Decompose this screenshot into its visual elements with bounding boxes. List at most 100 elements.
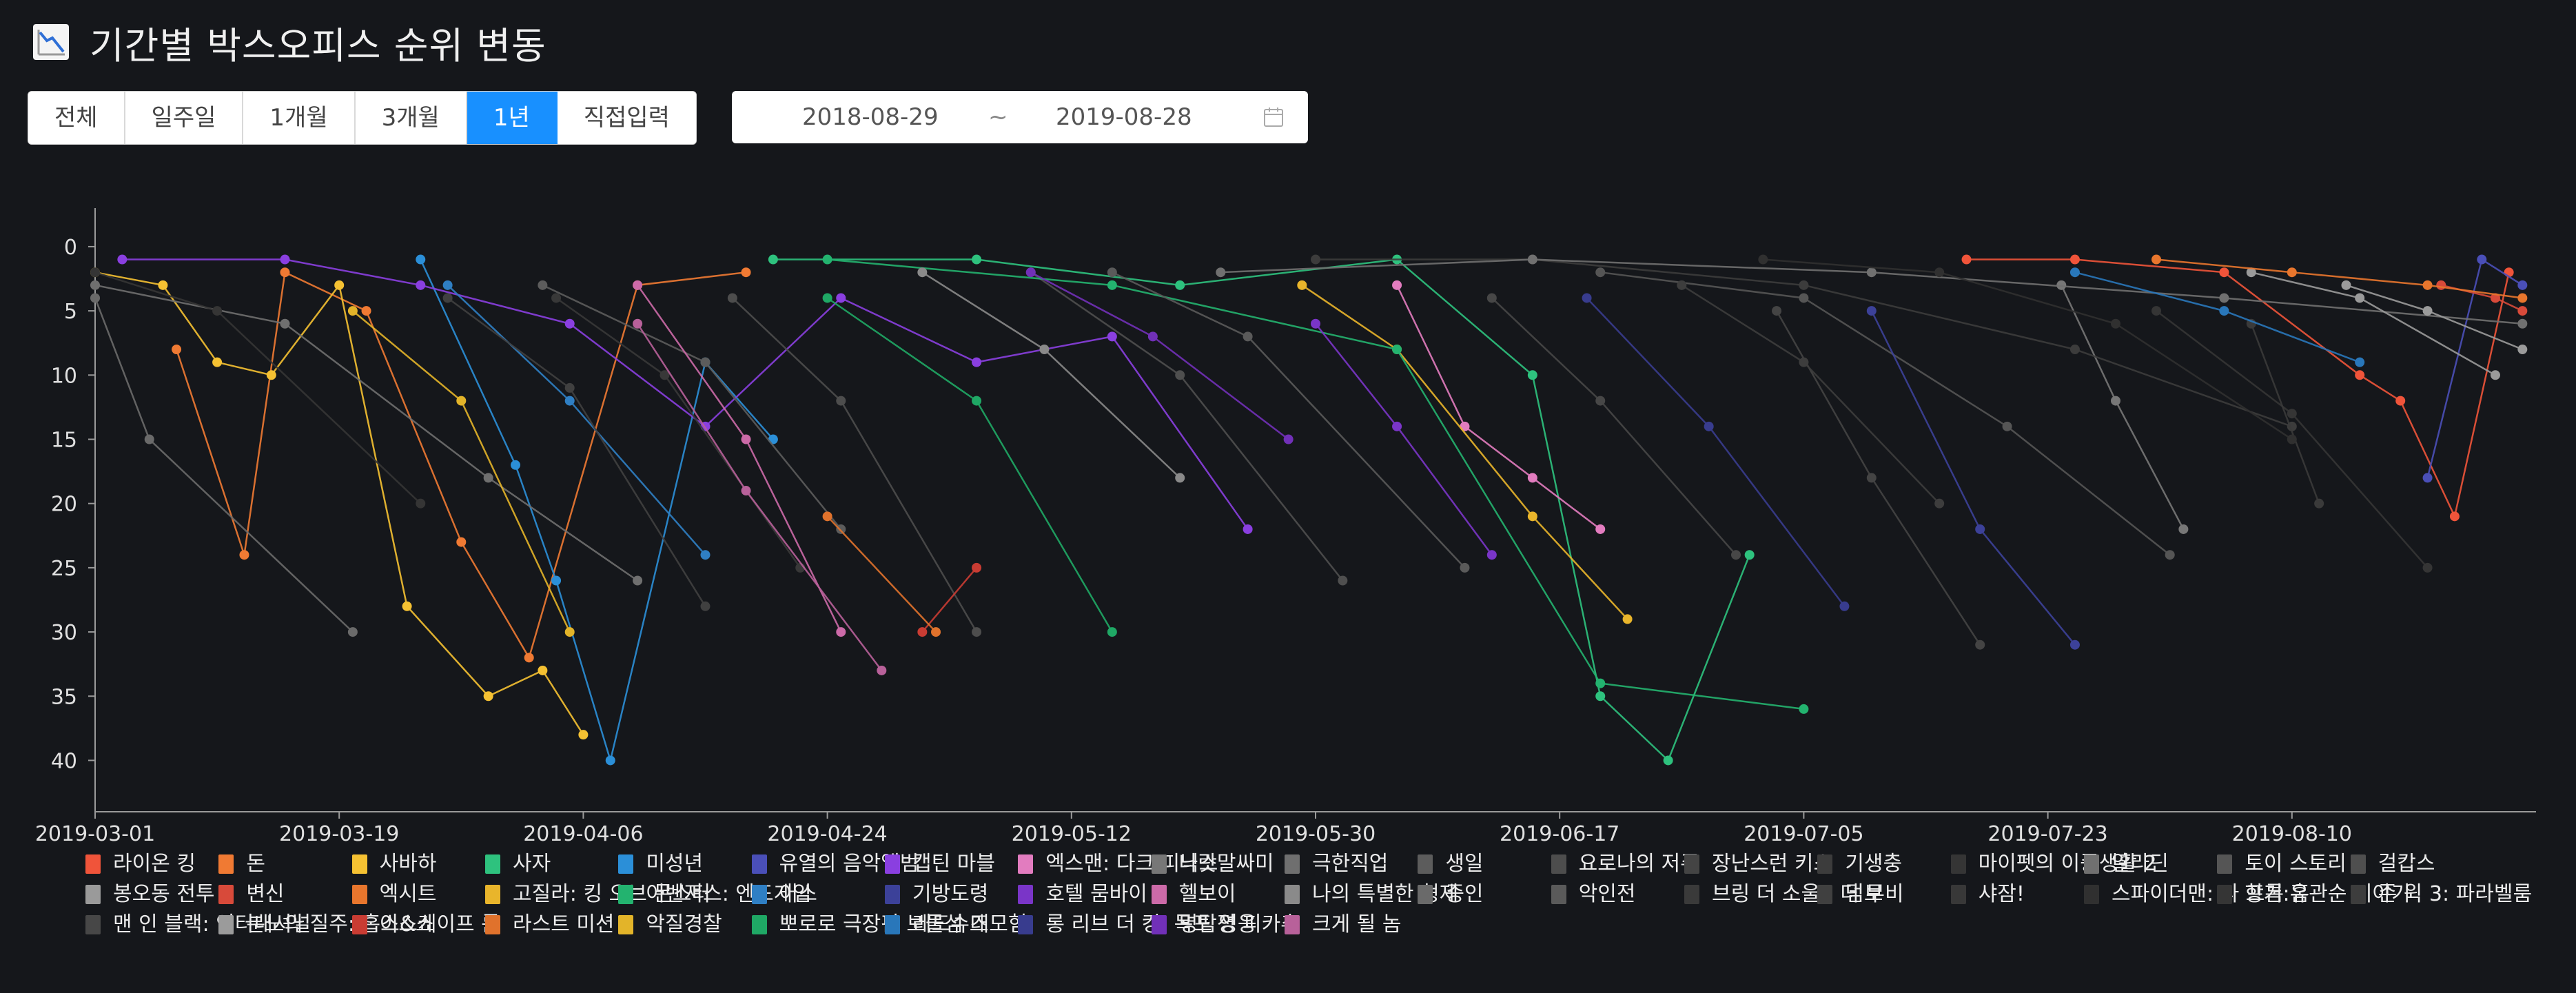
data-point [2477, 254, 2487, 265]
legend-item[interactable]: 나의 특별한 형제 [1285, 882, 1458, 907]
series-line [1681, 284, 1941, 504]
legend-label: 어벤져스: 엔드게임 [646, 882, 812, 906]
tab-1year[interactable]: 1년 [467, 92, 558, 144]
legend-item[interactable]: 어벤져스: 엔드게임 [618, 882, 812, 907]
legend-item[interactable]: 뽀로로 극장판 보물섬 대모험 [751, 912, 1027, 937]
legend-swatch [885, 854, 900, 874]
legend-item[interactable]: 악인전 [1551, 882, 1635, 907]
legend-item[interactable]: 덤보 [1817, 882, 1883, 907]
legend-item[interactable]: 엑시트 [351, 882, 436, 907]
legend-item[interactable]: 걸캅스 [2350, 852, 2435, 877]
legend-item[interactable]: 요로나의 저주 [1551, 852, 1699, 877]
legend-item[interactable]: 엑스맨: 다크 피닉스 [1018, 852, 1218, 877]
data-point [578, 730, 589, 740]
legend-swatch [751, 915, 767, 934]
data-point [2151, 254, 2162, 265]
x-tick-label: 2019-06-17 [1500, 822, 1619, 846]
data-point [172, 345, 182, 355]
legend-item[interactable]: 헬보이 [1151, 882, 1236, 907]
legend-item[interactable]: 기방도령 [885, 882, 988, 907]
legend-label: 마이펫의 이중생활 2 [1978, 852, 2157, 876]
legend-swatch [85, 915, 101, 934]
series-line [826, 515, 937, 633]
legend-swatch [1817, 854, 1833, 874]
legend-label: 분노의 질주: 홉스&쇼 [246, 912, 435, 936]
legend-label: 미성년 [646, 852, 704, 876]
data-point [2490, 370, 2500, 380]
legend-item[interactable]: 악질경찰 [618, 912, 722, 937]
legend-item[interactable]: 존 윅 3: 파라벨룸 [2350, 882, 2532, 907]
calendar-icon[interactable] [1263, 106, 1285, 128]
tab-3month[interactable]: 3개월 [355, 92, 467, 144]
series-line [921, 567, 978, 633]
legend-item[interactable]: 라스트 미션 [485, 912, 615, 937]
data-point [836, 524, 846, 534]
legend-item[interactable]: 캡틴 마블 [885, 852, 995, 877]
legend-swatch [1684, 885, 1699, 904]
legend-item[interactable]: 미성년 [618, 852, 703, 877]
legend-item[interactable]: 알라딘 [2084, 852, 2169, 877]
legend-item[interactable]: 마이펫의 이중생활 2 [1950, 852, 2157, 877]
end-date-input[interactable]: 2019-08-28 [1056, 103, 1192, 131]
data-point [483, 691, 493, 702]
legend-item[interactable]: 기생충 [1817, 852, 1902, 877]
legend-label: 크게 될 놈 [1312, 912, 1402, 936]
legend-item[interactable]: 돈 [218, 852, 265, 877]
data-point [2287, 409, 2297, 419]
tab-week[interactable]: 일주일 [125, 92, 244, 144]
legend-item[interactable]: 크게 될 놈 [1285, 912, 1401, 937]
legend-item[interactable]: 스파이더맨: 파 프롬 홈 [2084, 882, 2309, 907]
legend-item[interactable]: 이스케이프 룸 [351, 912, 500, 937]
data-point [2110, 318, 2120, 329]
legend-item[interactable]: 극한직업 [1285, 852, 1388, 877]
legend-item[interactable]: 호텔 뭄바이 [1018, 882, 1147, 907]
legend-item[interactable]: 라이온 킹 [85, 852, 196, 877]
series-line [1396, 285, 1601, 530]
legend-item[interactable]: 분노의 질주: 홉스&쇼 [218, 912, 435, 937]
legend-item[interactable]: 어스 [751, 882, 817, 907]
date-range-picker[interactable]: 2018-08-29 ~ 2019-08-28 [732, 91, 1308, 143]
legend-item[interactable]: 증인 [1418, 882, 1484, 907]
tab-all[interactable]: 전체 [28, 92, 125, 144]
legend-swatch [218, 885, 234, 904]
legend-item[interactable]: 생일 [1418, 852, 1484, 877]
legend-label: 증인 [1445, 882, 1484, 906]
legend-swatch [1151, 854, 1167, 874]
x-tick-label: 2019-03-19 [279, 822, 399, 846]
legend-swatch [1418, 885, 1433, 904]
legend-item[interactable]: 사자 [485, 852, 551, 877]
series-line [122, 258, 1249, 530]
legend-item[interactable]: 장난스런 키스 [1684, 852, 1832, 877]
data-point [416, 254, 426, 265]
tab-custom[interactable]: 직접입력 [557, 92, 696, 144]
legend-swatch [885, 885, 900, 904]
legend-item[interactable]: 롱 리브 더 킹: 목포 영웅 [1018, 912, 1257, 937]
data-point [1799, 704, 1809, 714]
data-point [117, 254, 127, 265]
legend-label: 명탐정 피카츄 [1178, 912, 1300, 936]
tab-1month[interactable]: 1개월 [243, 92, 356, 144]
x-tick-label: 2019-07-05 [1744, 822, 1863, 846]
legend-item[interactable]: 봉오동 전투 [85, 882, 215, 907]
legend-item[interactable]: 고질라: 킹 오브 몬스터 [485, 882, 711, 907]
legend-item[interactable]: 샤잠! [1950, 882, 2025, 907]
legend-item[interactable]: 레드슈즈 [885, 912, 988, 937]
legend-item[interactable]: 항거:유관순 이야기 [2217, 882, 2411, 907]
start-date-input[interactable]: 2018-08-29 [802, 103, 939, 131]
legend-item[interactable]: 나랏말싸미 [1151, 852, 1274, 877]
data-point [1704, 421, 1714, 431]
legend-item[interactable]: 브링 더 소울 : 더 무비 [1684, 882, 1904, 907]
legend-item[interactable]: 명탐정 피카츄 [1151, 912, 1300, 937]
legend-label: 엑스맨: 다크 피닉스 [1045, 852, 1218, 876]
legend-item[interactable]: 토이 스토리 4 [2217, 852, 2367, 877]
legend-item[interactable]: 맨 인 블랙: 인터내셔널 [85, 912, 311, 937]
data-point [511, 460, 521, 470]
legend-item[interactable]: 사바하 [351, 852, 436, 877]
legend-swatch [351, 854, 367, 874]
data-point [1595, 267, 1606, 278]
legend-label: 샤잠! [1978, 882, 2025, 906]
legend-label: 어스 [779, 882, 817, 906]
data-point [416, 498, 426, 509]
legend-item[interactable]: 변신 [218, 882, 285, 907]
data-point [1107, 627, 1117, 637]
